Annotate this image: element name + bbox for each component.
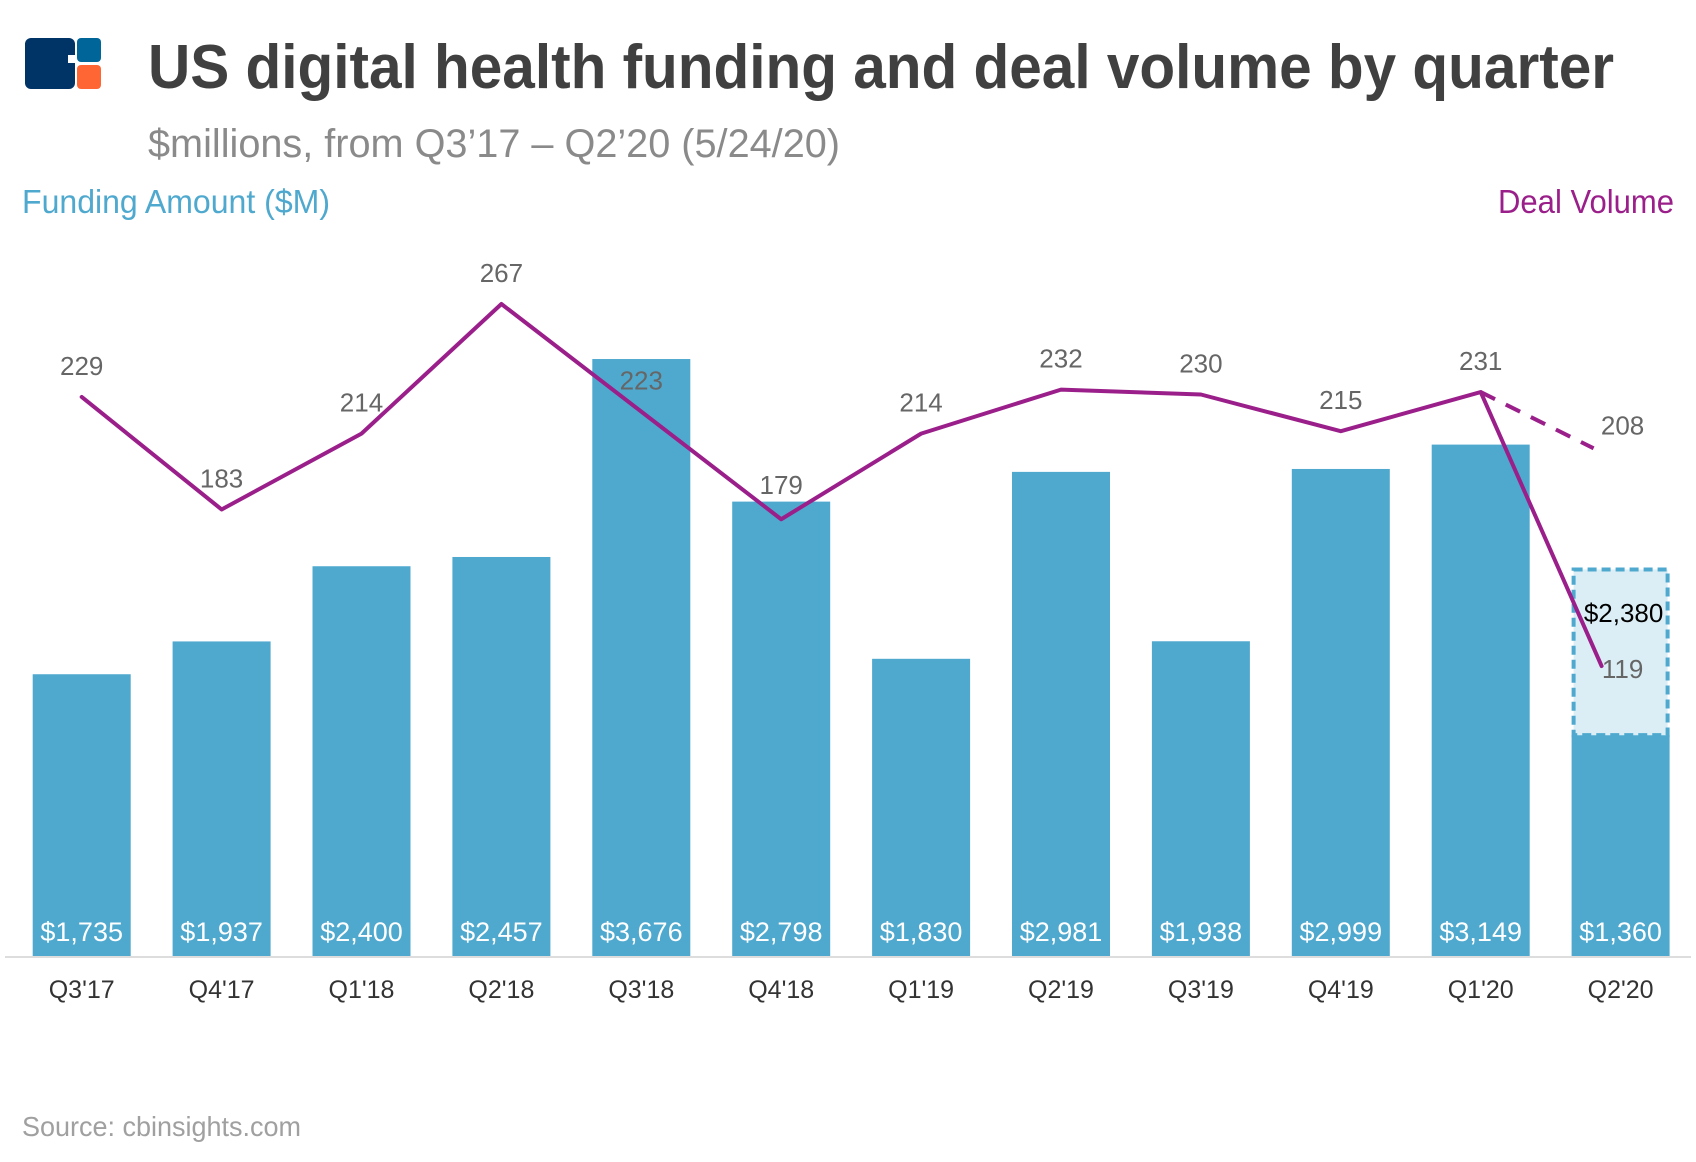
x-tick-label: Q1'18 (329, 976, 395, 1004)
funding-bar-label: $2,457 (460, 917, 543, 947)
funding-bar (1431, 444, 1530, 956)
funding-bar (172, 641, 271, 956)
right-axis-label: Deal Volume (1498, 183, 1674, 220)
x-tick-label: Q4'19 (1308, 976, 1374, 1004)
x-tick-label: Q2'19 (1028, 976, 1094, 1004)
deal-volume-label: 231 (1459, 346, 1502, 376)
x-tick-label: Q1'19 (888, 976, 954, 1004)
logo-bottom-right-block (77, 65, 101, 89)
projected-funding-label: $2,380 (1584, 598, 1664, 628)
deal-volume-label: 119 (1602, 654, 1643, 684)
projected-deal-label: 208 (1601, 410, 1644, 440)
deal-volume-label: 214 (340, 388, 383, 418)
funding-bar (32, 674, 131, 956)
funding-bar-label: $3,676 (600, 917, 683, 947)
funding-bar-label: $2,999 (1300, 917, 1383, 947)
funding-bar (872, 658, 971, 956)
funding-bar-label: $1,938 (1160, 917, 1243, 947)
deal-volume-label: 232 (1039, 344, 1082, 374)
deal-volume-label: 183 (200, 463, 243, 493)
chart-title: US digital health funding and deal volum… (148, 33, 1614, 102)
funding-bar-label: $2,400 (320, 917, 403, 947)
deal-volume-label: 223 (620, 366, 663, 396)
funding-bar-label: $2,798 (740, 917, 823, 947)
deal-volume-label: 179 (760, 470, 803, 500)
funding-bar (452, 556, 551, 956)
funding-bar-label: $1,937 (180, 917, 263, 947)
deal-volume-label: 230 (1179, 349, 1222, 379)
projected-funding-box (1571, 567, 1670, 738)
logo-top-right-block (77, 38, 101, 62)
funding-bar (312, 566, 411, 956)
funding-bar-label: $1,735 (40, 917, 123, 947)
chart-subtitle: $millions, from Q3’17 – Q2’20 (5/24/20) (148, 122, 840, 166)
x-tick-label: Q4'17 (189, 976, 255, 1004)
x-tick-label: Q4'18 (748, 976, 814, 1004)
x-tick-label: Q3'17 (49, 976, 115, 1004)
funding-bar-label: $3,149 (1439, 917, 1522, 947)
x-tick-label: Q1'20 (1448, 976, 1514, 1004)
funding-bar (1012, 471, 1110, 956)
deal-volume-line (79, 302, 1604, 669)
logo-left-block (25, 38, 75, 89)
deal-volume-label: 215 (1319, 385, 1362, 415)
funding-bar (592, 359, 691, 957)
logo (25, 38, 101, 89)
deal-volume-label: 214 (899, 388, 942, 418)
funding-bar (1571, 735, 1670, 956)
funding-bar (1151, 641, 1250, 956)
x-tick-label: Q2'20 (1588, 976, 1654, 1004)
logo-notch (68, 55, 80, 63)
x-tick-label: Q3'18 (608, 976, 674, 1004)
funding-bar (1291, 468, 1390, 956)
funding-bar-label: $1,830 (880, 917, 963, 947)
source-note: Source: cbinsights.com (22, 1111, 301, 1142)
funding-bar (732, 501, 831, 956)
x-tick-label: Q3'19 (1168, 976, 1234, 1004)
projected-deal-line (1479, 390, 1595, 451)
x-tick-label: Q2'18 (468, 976, 534, 1004)
left-axis-label: Funding Amount ($M) (22, 183, 330, 220)
funding-bar-label: $2,981 (1020, 917, 1103, 947)
plot-area: $1,735 $1,937 $2,400 $2,457 $3,676 $2,798 $1,8… (32, 258, 1670, 1004)
funding-bar-label: $1,360 (1579, 917, 1662, 947)
deal-volume-label: 267 (480, 258, 523, 288)
deal-volume-label: 229 (60, 351, 103, 381)
